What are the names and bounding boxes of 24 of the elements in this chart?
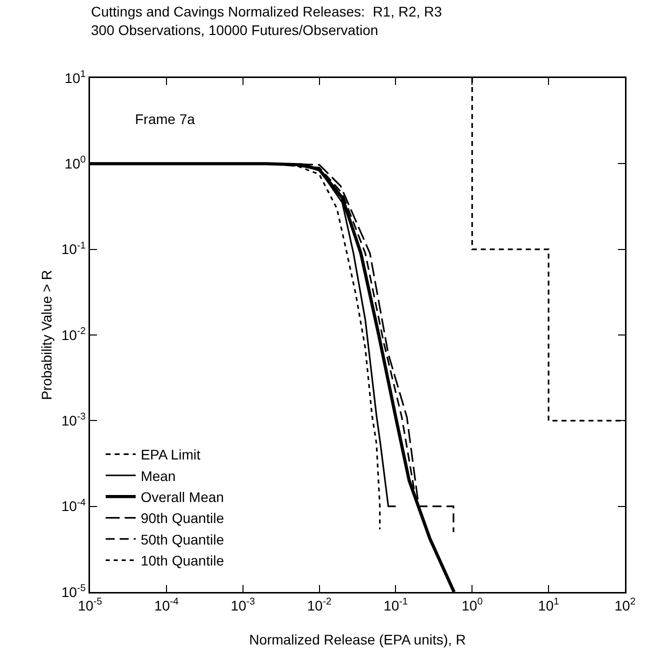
annotation: Frame 7a — [135, 111, 196, 127]
y-tick-label: 10$^{0}$ — [64, 154, 86, 172]
x-axis-title: Normalized Release (EPA units), R — [249, 632, 466, 648]
x-tick-label: 10$^{1}$ — [538, 596, 560, 614]
x-tick-label: 10$^{-2}$ — [307, 596, 332, 614]
y-tick-label: 10$^{1}$ — [64, 69, 86, 86]
y-tick-label: 10$^{-4}$ — [61, 497, 86, 514]
x-tick-label: 10$^{-4}$ — [154, 596, 180, 614]
x-tick-label: 10$^{-1}$ — [384, 596, 408, 614]
legend-label: 50th Quantile — [140, 531, 224, 548]
legend-label: Overall Mean — [140, 489, 224, 506]
x-tick-label: 10$^{2}$ — [614, 596, 636, 614]
x-tick-label: 10$^{-3}$ — [230, 596, 256, 614]
chart-title: Cuttings and Cavings Normalized Releases: R1, R2, R3 — [91, 4, 442, 20]
y-tick-label: 10$^{-2}$ — [61, 326, 86, 343]
legend-label: Mean — [140, 468, 176, 484]
x-tick-label: 10$^{0}$ — [462, 596, 484, 614]
y-tick-label: 10$^{-3}$ — [61, 412, 86, 429]
legend-label: EPA Limit — [140, 446, 200, 463]
y-tick-label: 10$^{-1}$ — [61, 240, 86, 258]
legend-label: 90th Quantile — [140, 510, 224, 526]
chart-subtitle: 300 Observations, 10000 Futures/Observation — [91, 22, 378, 38]
legend-label: 10th Quantile — [140, 552, 224, 569]
y-axis-title: Probability Value > R — [38, 270, 54, 400]
